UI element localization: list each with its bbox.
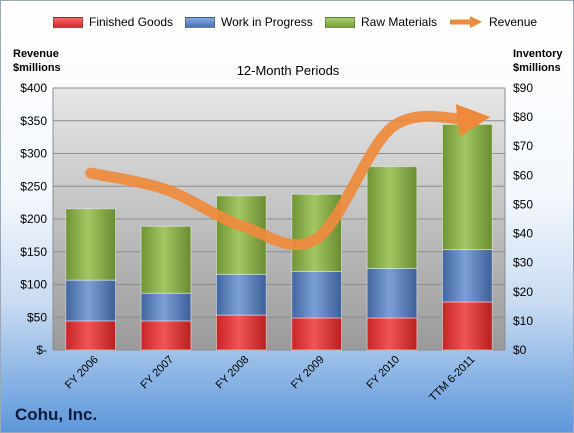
bar-work-in-progress — [291, 270, 343, 319]
x-tick-label: FY 2010 — [364, 354, 402, 392]
company-name: Cohu, Inc. — [15, 405, 98, 424]
left-tick-label: $150 — [20, 245, 47, 259]
right-tick-label: $60 — [513, 168, 533, 182]
right-tick-label: $30 — [513, 256, 533, 270]
bar-raw-materials — [65, 208, 117, 281]
left-tick-label: $400 — [20, 81, 47, 95]
bar-raw-materials — [441, 123, 493, 251]
legend-item-revenue: Revenue — [449, 15, 537, 29]
x-tick-label: FY 2006 — [63, 354, 101, 392]
right-axis-title-line-1: Inventory — [513, 48, 563, 60]
right-axis-title-line-2: $millions — [513, 62, 561, 74]
legend-label-revenue: Revenue — [489, 15, 538, 29]
chart-title: 12-Month Periods — [236, 63, 340, 78]
bar-work-in-progress — [65, 279, 117, 322]
legend-swatch-finished-goods — [53, 16, 83, 28]
legend-arrow-icon — [450, 16, 482, 28]
right-tick-label: $10 — [513, 314, 533, 328]
bar-raw-materials — [140, 225, 192, 294]
right-axis-title: Inventory $millions — [513, 47, 563, 75]
right-tick-label: $20 — [513, 285, 533, 299]
bar-finished-goods — [65, 320, 117, 351]
x-tick-label: TTM 6-2011 — [427, 354, 477, 404]
bar-finished-goods — [366, 317, 418, 351]
bar-work-in-progress — [215, 273, 267, 316]
left-axis-title: Revenue $millions — [13, 47, 61, 75]
left-tick-label: $100 — [20, 278, 47, 292]
right-tick-label: $80 — [513, 110, 533, 124]
left-axis-title-line-2: $millions — [13, 62, 61, 74]
left-tick-label: $50 — [27, 310, 47, 324]
bar-finished-goods — [441, 301, 493, 351]
legend-item-raw-materials: Raw Materials — [325, 15, 437, 29]
left-axis-ticks: $- $50 $100 $150 $200 $250 $300 $350 $400 — [20, 81, 47, 357]
legend-swatch-work-in-progress — [185, 16, 215, 28]
left-tick-label: $300 — [20, 147, 47, 161]
legend-label-raw-materials: Raw Materials — [361, 15, 438, 29]
legend-swatch-raw-materials — [325, 16, 355, 28]
bar-work-in-progress — [366, 267, 418, 319]
revenue-line — [85, 104, 491, 251]
left-tick-label: $- — [36, 343, 47, 357]
legend-item-finished-goods: Finished Goods — [53, 15, 173, 29]
left-tick-label: $250 — [20, 179, 47, 193]
bar-work-in-progress — [140, 292, 192, 322]
bar-finished-goods — [215, 314, 267, 351]
bar-work-in-progress — [441, 249, 493, 303]
bar-finished-goods — [291, 317, 343, 351]
legend: Finished Goods Work in Progress Raw Mate… — [1, 15, 573, 35]
right-tick-label: $50 — [513, 197, 533, 211]
left-axis-title-line-1: Revenue — [13, 48, 59, 60]
revenue-line-path — [85, 104, 491, 251]
x-axis-ticks: FY 2006 FY 2007 FY 2008 FY 2009 FY 2010 TTM 6… — [63, 354, 477, 404]
bars — [65, 123, 493, 351]
legend-label-finished-goods: Finished Goods — [89, 15, 174, 29]
bar-raw-materials — [366, 166, 418, 269]
x-tick-label: FY 2009 — [289, 354, 327, 392]
right-tick-label: $70 — [513, 139, 533, 153]
right-tick-label: $40 — [513, 227, 533, 241]
bar-finished-goods — [140, 320, 192, 351]
x-tick-label: FY 2007 — [138, 354, 176, 392]
right-tick-label: $90 — [513, 81, 533, 95]
right-axis-ticks: $0 $10 $20 $30 $40 $50 $60 $70 $80 $90 — [513, 81, 533, 357]
legend-label-work-in-progress: Work in Progress — [221, 15, 313, 29]
legend-item-work-in-progress: Work in Progress — [185, 15, 313, 29]
right-tick-label: $0 — [513, 343, 527, 357]
left-tick-label: $350 — [20, 114, 47, 128]
x-tick-label: FY 2008 — [214, 354, 252, 392]
gridlines — [52, 87, 506, 351]
left-tick-label: $200 — [20, 212, 47, 226]
